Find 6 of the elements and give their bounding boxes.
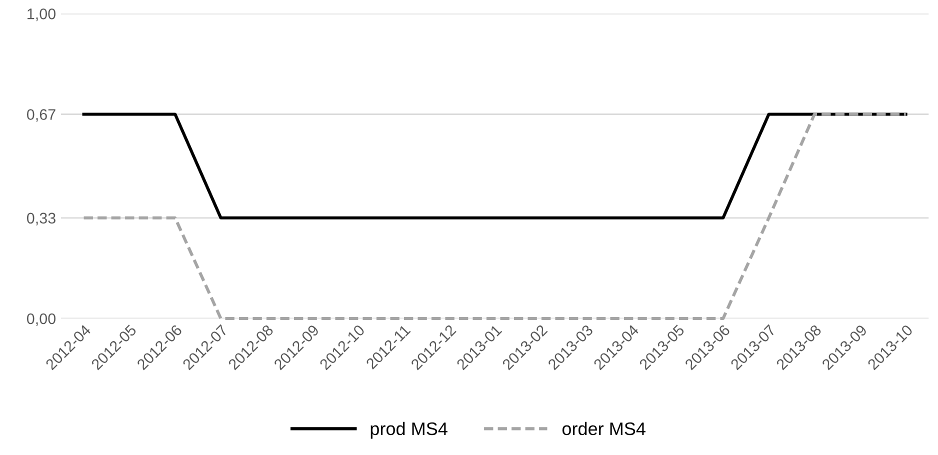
y-tick-label: 0,67: [26, 109, 56, 122]
legend-label: order MS4: [562, 422, 646, 436]
y-tick-label: 0,00: [26, 313, 56, 326]
legend-label: prod MS4: [370, 422, 448, 439]
y-tick-label: 1,00: [28, 8, 56, 22]
y-tick-label: 0,33: [26, 212, 56, 226]
